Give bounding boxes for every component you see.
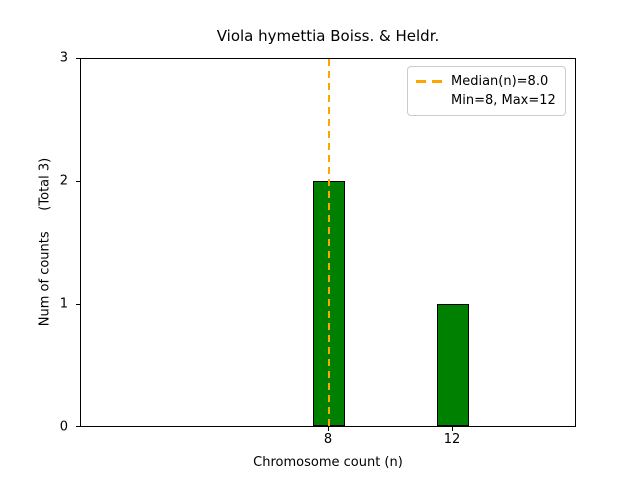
y-tick-mark xyxy=(76,58,80,59)
y-tick-label: 2 xyxy=(59,173,68,189)
legend-item-median: Median(n)=8.0 xyxy=(416,72,556,91)
y-tick-mark xyxy=(76,181,80,182)
x-tick-mark xyxy=(452,427,453,431)
y-tick-mark xyxy=(76,304,80,305)
y-tick-label: 3 xyxy=(59,50,68,66)
dashed-line-icon xyxy=(416,80,443,83)
y-tick-label: 0 xyxy=(59,419,68,435)
bar-chromosome-12 xyxy=(437,304,469,426)
x-tick-label: 8 xyxy=(323,432,333,447)
legend: Median(n)=8.0 Min=8, Max=12 xyxy=(407,66,566,116)
legend-item-minmax: Min=8, Max=12 xyxy=(416,91,556,110)
legend-sample-empty xyxy=(416,99,443,102)
x-tick-mark xyxy=(328,427,329,431)
plot-area xyxy=(80,58,576,427)
legend-label: Median(n)=8.0 xyxy=(451,74,549,89)
chart-title: Viola hymettia Boiss. & Heldr. xyxy=(216,27,440,45)
y-tick-label: 1 xyxy=(59,296,68,312)
median-vline xyxy=(328,59,330,426)
legend-label: Min=8, Max=12 xyxy=(451,93,556,108)
y-tick-mark xyxy=(76,426,80,427)
x-tick-label: 12 xyxy=(443,432,461,447)
x-axis-label: Chromosome count (n) xyxy=(253,455,403,470)
